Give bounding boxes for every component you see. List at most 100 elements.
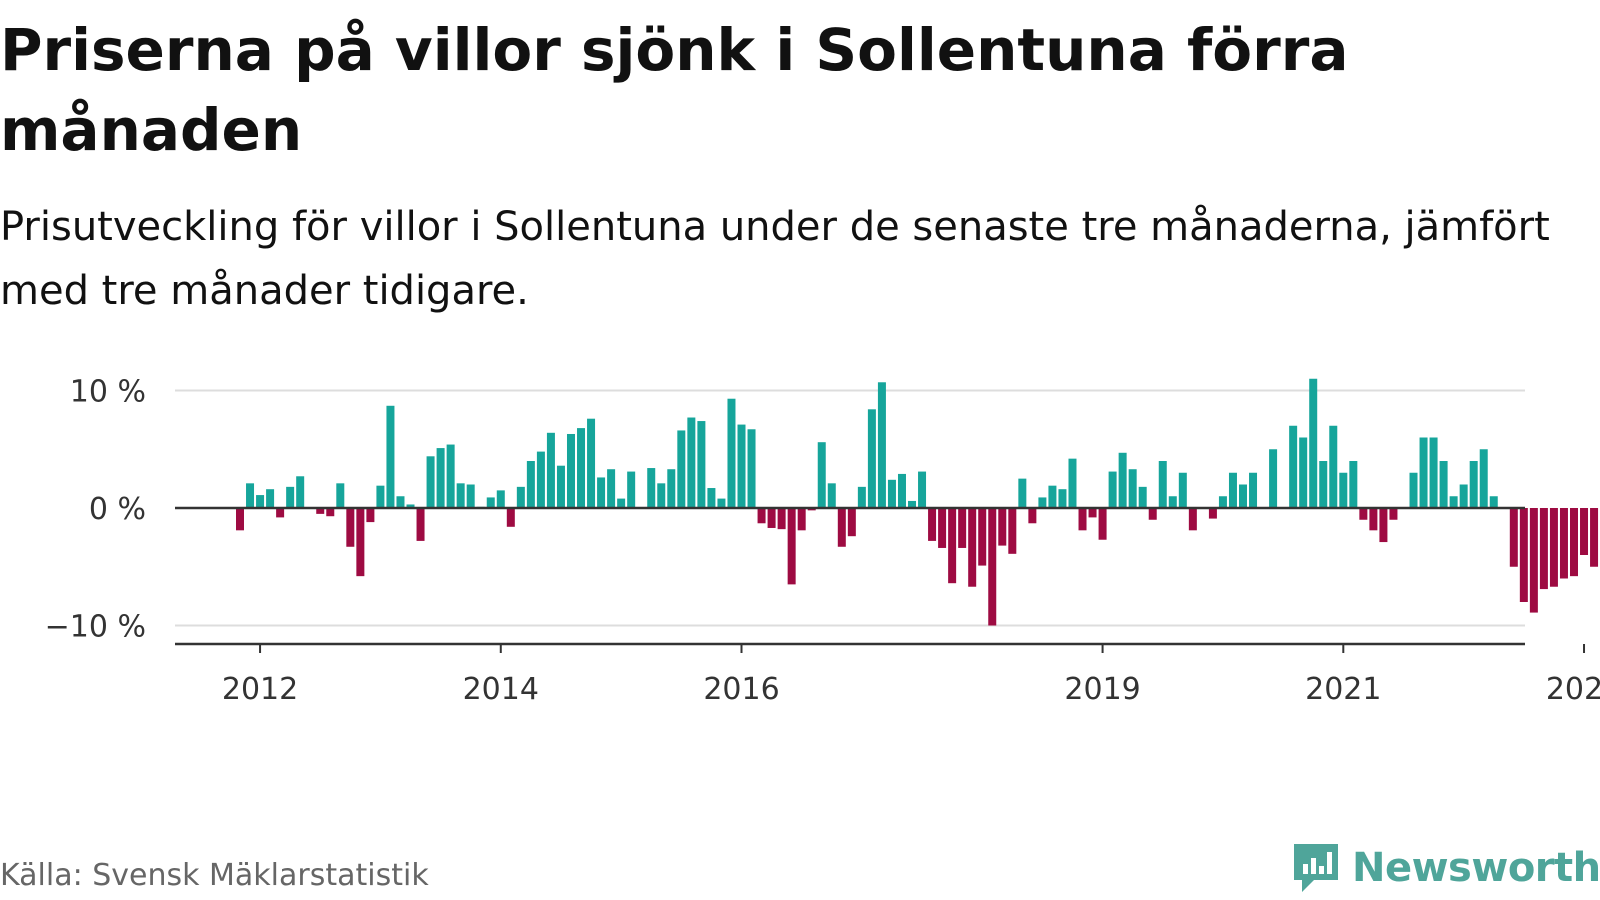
bar	[887, 479, 896, 508]
y-tick-label: −10 %	[45, 610, 146, 645]
bar	[1008, 508, 1017, 554]
bar	[1569, 508, 1578, 577]
bar	[968, 508, 977, 587]
bar	[1118, 452, 1127, 509]
axes: 10 % 0 % −10 % 2012 2014 2016 2019 2021 2023	[45, 375, 1600, 708]
y-tick-label: 0 %	[89, 492, 146, 527]
bar	[1369, 508, 1378, 531]
source-note: Källa: Svensk Mäklarstatistik	[0, 858, 429, 893]
bar	[246, 483, 255, 509]
bar	[446, 444, 455, 508]
bar	[396, 496, 405, 508]
bar	[426, 456, 435, 508]
bar	[296, 476, 305, 509]
x-tick-label: 2016	[703, 672, 779, 707]
bar	[1048, 485, 1057, 508]
bar	[1299, 437, 1308, 508]
bar	[867, 409, 876, 508]
bar	[1459, 484, 1468, 508]
bar	[607, 469, 616, 508]
bar	[1168, 496, 1177, 508]
newsworthy-logo-text: Newsworthy	[1352, 845, 1600, 891]
bar	[236, 508, 244, 531]
bar	[1038, 497, 1047, 509]
bar	[1058, 489, 1067, 508]
bar	[1309, 378, 1318, 508]
bar	[1188, 508, 1197, 531]
bar	[998, 508, 1007, 546]
bar	[536, 451, 545, 508]
bar	[1108, 471, 1117, 508]
bar	[1389, 508, 1398, 520]
y-tick-label: 10 %	[70, 375, 146, 410]
x-tick-label: 2012	[222, 672, 298, 707]
bar	[747, 429, 756, 508]
bar	[1379, 508, 1388, 543]
bar	[757, 508, 766, 524]
bar	[687, 417, 696, 508]
x-tick-label: 2023	[1546, 672, 1600, 707]
bar	[767, 508, 776, 528]
bar	[797, 508, 806, 531]
bar	[496, 490, 505, 509]
bar	[546, 432, 555, 508]
bar	[406, 504, 415, 508]
bar	[1329, 425, 1338, 508]
bar	[1409, 472, 1418, 508]
bar	[256, 495, 265, 508]
bar	[1359, 508, 1368, 520]
bar	[727, 398, 736, 508]
bar	[1439, 461, 1448, 508]
x-tick-label: 2014	[463, 672, 539, 707]
bar	[266, 489, 275, 508]
bar	[1028, 508, 1037, 524]
bar	[386, 405, 395, 508]
bar	[948, 508, 957, 584]
bar	[697, 421, 706, 508]
bar	[938, 508, 947, 548]
bar	[1509, 508, 1518, 567]
bar	[958, 508, 967, 548]
bar	[436, 448, 445, 508]
bar	[506, 508, 515, 527]
bar	[526, 461, 535, 508]
bar	[667, 469, 676, 508]
newsworthy-logo: Newsworthy	[1292, 840, 1600, 896]
bar	[286, 486, 295, 508]
bar	[627, 471, 636, 508]
bar	[857, 486, 866, 508]
bar	[988, 508, 997, 626]
bar	[326, 508, 335, 517]
bar	[416, 508, 425, 541]
bar	[847, 508, 856, 537]
bar	[566, 433, 575, 508]
bar	[276, 508, 285, 518]
bar	[366, 508, 375, 523]
bar	[1068, 458, 1077, 508]
bar	[918, 471, 927, 508]
bar	[1228, 472, 1237, 508]
bar	[1018, 478, 1027, 509]
bar	[657, 483, 666, 509]
bar	[336, 483, 345, 509]
bar	[1479, 449, 1488, 508]
bar	[1529, 508, 1538, 613]
bar	[486, 497, 495, 509]
bar	[1590, 508, 1599, 567]
bar	[516, 486, 525, 508]
bar	[978, 508, 987, 566]
bar	[587, 418, 596, 508]
bar	[1128, 469, 1137, 508]
bar	[1349, 461, 1358, 508]
bar	[1559, 508, 1568, 579]
bar	[1269, 449, 1278, 508]
bar	[1239, 484, 1247, 508]
x-tick-label: 2021	[1305, 672, 1381, 707]
bar	[1289, 425, 1298, 508]
bar	[456, 483, 465, 509]
bar	[1148, 508, 1157, 520]
bar	[597, 477, 606, 508]
bar	[1218, 496, 1227, 508]
bar	[1138, 486, 1147, 508]
bar	[1449, 496, 1458, 508]
